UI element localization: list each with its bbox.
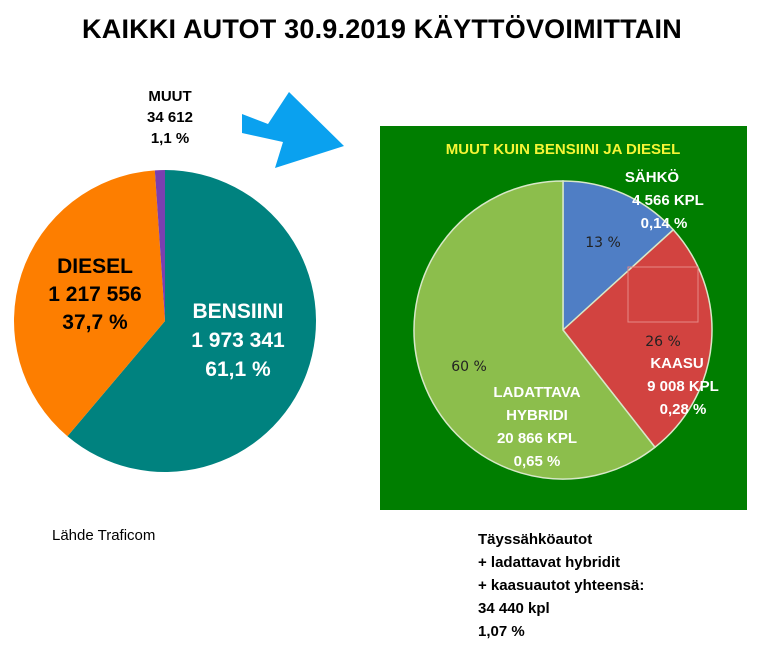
slice-share-bensiini: 61,1 % bbox=[205, 358, 271, 381]
slice-count-sahko: 4 566 KPL bbox=[632, 192, 704, 209]
slice-label-hybridi-2: HYBRIDI bbox=[506, 407, 568, 424]
pie-slice-bensiini bbox=[67, 170, 316, 473]
slice-label-kaasu: KAASU bbox=[650, 355, 703, 372]
arrow-icon bbox=[242, 92, 344, 168]
slice-share-diesel: 37,7 % bbox=[62, 311, 128, 334]
pie-all-cars bbox=[13, 170, 316, 473]
slice-label-bensiini: BENSIINI bbox=[192, 300, 283, 323]
slice-count-kaasu: 9 008 KPL bbox=[647, 378, 719, 395]
pie-slice-kaasu bbox=[561, 228, 713, 449]
slice-pct-hybridi: 60 % bbox=[451, 359, 487, 375]
pie-slice-ladattava-hybridi bbox=[413, 180, 657, 480]
slice-count-hybridi: 20 866 KPL bbox=[497, 430, 577, 447]
summary-line: Täyssähköautot bbox=[478, 531, 593, 548]
summary-line: 1,07 % bbox=[478, 623, 525, 640]
pie-slice-diesel bbox=[13, 170, 166, 437]
slice-total-sahko: 0,14 % bbox=[641, 215, 688, 232]
slice-count-bensiini: 1 973 341 bbox=[191, 329, 285, 352]
muut-share: 1,1 % bbox=[150, 130, 190, 147]
muut-callout: MUUT 34 612 1,1 % bbox=[118, 86, 222, 149]
summary-line: + kaasuautot yhteensä: bbox=[478, 577, 645, 594]
slice-total-kaasu: 0,28 % bbox=[660, 401, 707, 418]
slice-label-sahko: SÄHKÖ bbox=[625, 169, 680, 186]
pie-others bbox=[413, 180, 713, 480]
slice-total-hybridi: 0,65 % bbox=[514, 453, 561, 470]
muut-count: 34 612 bbox=[147, 109, 193, 126]
panel-title: MUUT KUIN BENSIINI JA DIESEL bbox=[446, 141, 680, 158]
slice-pct-sahko: 13 % bbox=[585, 235, 621, 251]
pie-slice-muut bbox=[154, 170, 165, 321]
summary-line: 34 440 kpl bbox=[478, 600, 550, 617]
summary-note: Täyssähköautot + ladattavat hybridit + k… bbox=[478, 528, 644, 643]
summary-line: + ladattavat hybridit bbox=[478, 554, 621, 571]
slice-highlight-box bbox=[627, 266, 699, 323]
muut-name: MUUT bbox=[148, 88, 192, 105]
slice-pct-kaasu: 26 % bbox=[645, 334, 681, 350]
slice-label-hybridi-1: LADATTAVA bbox=[493, 384, 580, 401]
slice-count-diesel: 1 217 556 bbox=[48, 283, 141, 306]
pie-slice-sähkö bbox=[562, 180, 675, 332]
source-note: Lähde Traficom bbox=[52, 527, 156, 544]
chart-title: KAIKKI AUTOT 30.9.2019 KÄYTTÖVOIMITTAIN bbox=[82, 14, 682, 44]
slice-label-diesel: DIESEL bbox=[57, 255, 133, 278]
